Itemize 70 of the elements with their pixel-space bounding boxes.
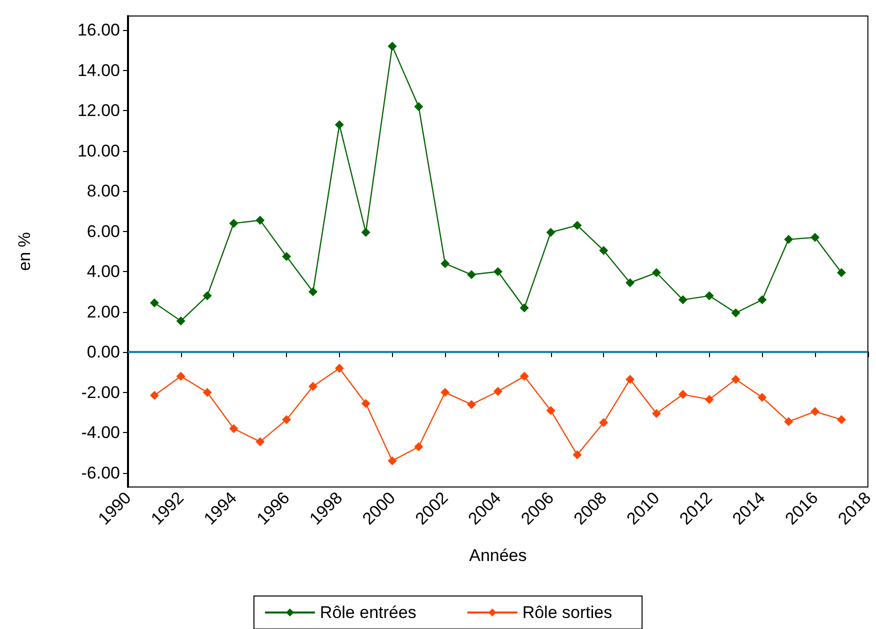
point	[758, 392, 767, 402]
point	[572, 450, 582, 460]
point	[282, 252, 292, 262]
point	[626, 374, 635, 384]
point	[229, 218, 238, 228]
point	[361, 228, 370, 237]
point	[810, 407, 820, 416]
point	[520, 372, 529, 381]
y-tick-label: 2.00	[86, 302, 120, 322]
point	[388, 42, 397, 51]
point	[467, 270, 476, 280]
point	[282, 415, 292, 424]
legend-label: Rôle entrées	[320, 603, 416, 622]
point	[440, 388, 450, 397]
point	[704, 394, 714, 404]
point	[599, 418, 608, 428]
point	[440, 259, 450, 268]
point	[572, 220, 582, 230]
point	[229, 424, 238, 434]
y-tick-label: 14.00	[77, 60, 120, 80]
point	[652, 268, 661, 278]
point	[599, 246, 608, 255]
point	[308, 382, 318, 391]
point	[784, 234, 794, 244]
point	[414, 442, 424, 452]
point	[784, 417, 794, 426]
point	[176, 372, 186, 381]
point	[836, 415, 846, 424]
point	[626, 278, 635, 288]
point	[202, 388, 212, 397]
y-axis-title: en %	[15, 232, 34, 271]
point	[202, 291, 212, 300]
point	[308, 287, 318, 296]
point	[731, 308, 740, 318]
point	[758, 295, 767, 304]
y-tick-label: 12.00	[77, 101, 120, 120]
point	[334, 120, 344, 130]
y-tick-label: -2.00	[81, 382, 120, 402]
point	[361, 398, 370, 408]
y-tick-label: 0.00	[86, 342, 120, 362]
point	[652, 409, 661, 418]
x-axis-title: Années	[469, 546, 527, 565]
point	[546, 228, 556, 237]
point	[414, 102, 424, 112]
point	[256, 216, 265, 225]
y-tick-label: 4.00	[86, 262, 120, 282]
point	[388, 456, 397, 466]
point	[704, 291, 714, 300]
point	[467, 400, 476, 409]
point	[520, 303, 529, 312]
y-tick-label: -4.00	[81, 423, 120, 442]
point	[810, 232, 820, 242]
point	[678, 390, 688, 399]
point	[493, 386, 502, 396]
point	[150, 390, 159, 400]
y-tick-label: -6.00	[81, 463, 120, 482]
y-tick-label: 8.00	[86, 182, 120, 201]
y-tick-label: 10.00	[77, 141, 120, 160]
point	[731, 374, 740, 384]
point	[334, 364, 344, 373]
point	[176, 316, 186, 326]
point	[546, 406, 556, 416]
point	[150, 298, 159, 308]
y-tick-label: 16.00	[77, 20, 120, 40]
point	[678, 295, 688, 304]
y-tick-label: 6.00	[86, 222, 120, 241]
point	[256, 437, 265, 446]
point	[493, 267, 502, 276]
legend-label: Rôle sorties	[522, 603, 612, 622]
point	[836, 268, 846, 278]
